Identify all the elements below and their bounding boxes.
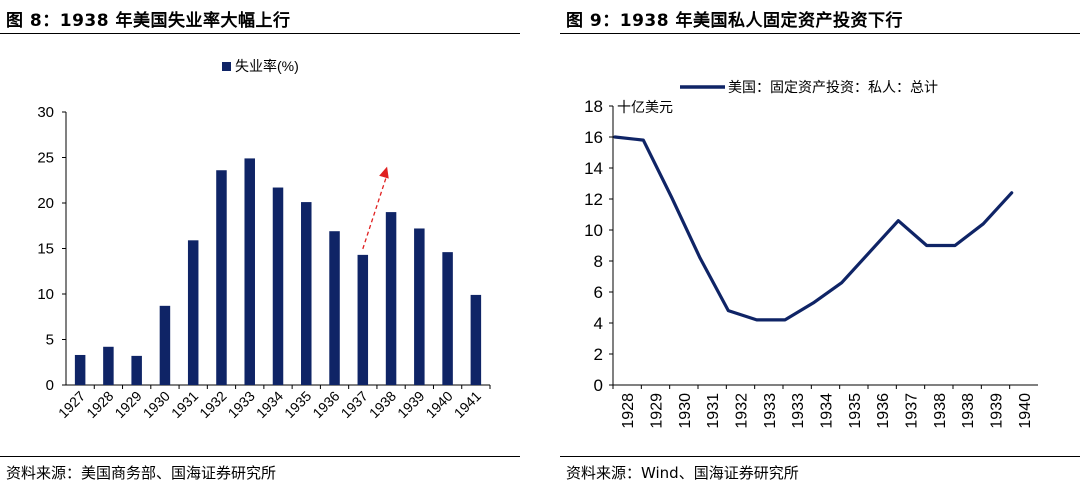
y-tick-label: 10 [37,286,54,303]
y-tick-label: 6 [594,283,603,302]
y-tick-label: 5 [46,332,54,349]
x-tick-label: 1933 [762,393,779,429]
left-source: 资料来源：美国商务部、国海证券研究所 [6,464,277,482]
x-tick-label: 1929 [649,393,666,429]
x-tick-label: 1934 [253,388,286,421]
left-figure-title: 图 8：1938 年美国失业率大幅上行 [6,11,291,31]
series-line [613,135,1014,322]
x-tick-label: 1932 [734,393,751,429]
y-tick-label: 30 [37,104,54,121]
y-axis-unit-label: 十亿美元 [617,99,673,115]
x-tick-label: 1937 [338,388,371,421]
bar [74,354,86,385]
y-tick-label: 12 [584,190,603,209]
bar [216,170,227,385]
bar [244,158,255,385]
bar [329,231,340,385]
bar [414,228,425,385]
x-tick-label: 1935 [281,388,314,421]
x-tick-label: 1932 [196,388,229,421]
y-tick-label: 14 [584,159,603,178]
x-tick-label: 1938 [366,388,399,421]
x-tick-label: 1938 [932,393,949,429]
bar [357,254,369,385]
y-tick-label: 25 [37,150,54,167]
left-source-rule [0,456,520,457]
bar [385,212,397,385]
x-tick-label: 1935 [847,393,864,429]
unemployment-bar-chart: 0 5 10 15 20 25 30 1927192819291930193119321933… [37,58,491,421]
line-layer: 0 2 4 6 8 10 12 14 16 18 十亿美元 1928 1929 1930 1931 1932 1… [584,79,1038,429]
y-tick-label: 18 [584,97,603,116]
x-tick-label: 1940 [1017,393,1034,429]
y-tick-label: 0 [594,376,603,395]
bar [272,187,284,385]
x-tick-label: 1936 [875,393,892,429]
legend-label: 失业率(%) [235,58,299,74]
x-tick-label: 1931 [168,388,201,421]
right-source-rule [560,456,1080,457]
legend-swatch [222,62,231,71]
x-tick-label: 1928 [83,388,116,421]
x-tick-label: 1936 [309,388,342,421]
x-tick-label: 1939 [394,388,427,421]
y-tick-label: 0 [46,377,54,394]
bar [103,346,114,385]
bar [442,252,453,385]
x-tick-label: 1937 [904,393,921,429]
bar [159,305,171,385]
x-tick-label: 1929 [111,388,144,421]
right-title-rule [560,33,1080,34]
x-tick-label: 1933 [790,393,807,429]
y-tick-label: 4 [594,314,603,333]
x-tick-label: 1938 [960,393,977,429]
investment-line-chart: 0 2 4 6 8 10 12 14 16 18 十亿美元 1928 1929 1930 1931 1932 1… [584,79,1038,429]
right-figure-title: 图 9：1938 年美国私人固定资产投资下行 [566,11,903,31]
y-tick-label: 15 [37,241,54,258]
annotation-arrow-line [362,174,388,250]
x-tick-label: 1933 [225,388,258,421]
x-tick-label: 1939 [989,393,1006,429]
bar-layer: 0 5 10 15 20 25 30 1927192819291930193119321933… [37,58,491,421]
x-tick-label: 1930 [677,393,694,429]
bar [187,240,199,385]
y-tick-label: 10 [584,221,603,240]
x-tick-label: 1930 [140,388,173,421]
legend-label: 美国：固定资产投资：私人：总计 [728,79,938,95]
x-tick-label: 1940 [422,388,455,421]
bar [131,355,142,385]
y-tick-label: 2 [594,345,603,364]
y-tick-label: 8 [594,252,603,271]
x-tick-label: 1928 [620,393,637,429]
x-tick-label: 1934 [819,393,836,429]
bar [301,202,312,385]
left-figure: 图 8：1938 年美国失业率大幅上行 0 5 10 15 20 25 30 1927 1928… [0,0,520,492]
x-tick-label: 1931 [705,393,722,429]
bar [470,294,482,385]
x-tick-label: 1941 [451,388,484,421]
right-figure: 图 9：1938 年美国私人固定资产投资下行 0 2 4 6 8 10 12 14 16 18 十亿… [560,0,1080,492]
y-tick-label: 16 [584,128,603,147]
left-title-rule [0,33,520,34]
y-tick-label: 20 [37,195,54,212]
x-tick-label: 1927 [55,388,88,421]
right-source: 资料来源：Wind、国海证券研究所 [566,464,799,482]
annotation-arrow-head [379,166,389,179]
